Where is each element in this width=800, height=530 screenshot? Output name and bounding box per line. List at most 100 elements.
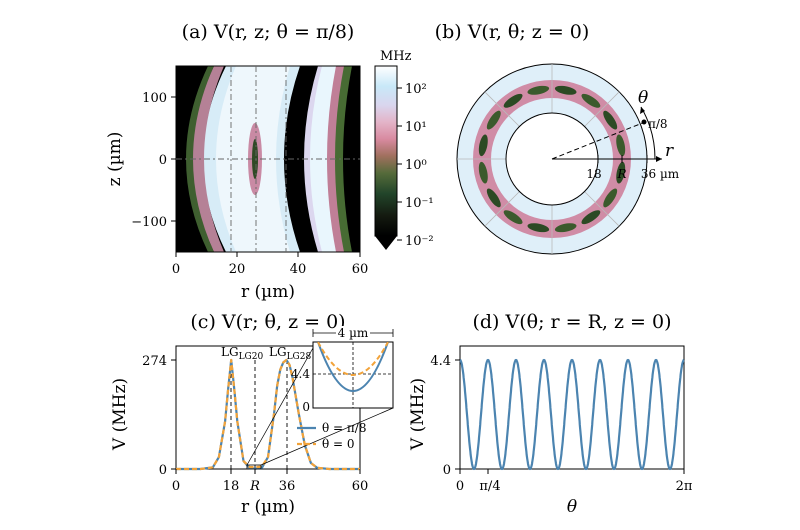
inset-ytick-1: 4.4: [291, 367, 310, 381]
inset-width-label-bg: [336, 326, 370, 339]
panel-a-xtick-3: 60: [352, 262, 369, 277]
heatmap-a: [176, 66, 360, 252]
inset-width-label: 4 µm: [338, 326, 369, 340]
panel-c-xtick-4: 60: [352, 479, 369, 494]
panel-d-ytick-1: 4.4: [430, 354, 451, 369]
ring-lobe: [478, 161, 488, 184]
ring-spoke: [584, 191, 620, 227]
colorbar-tick-4: 10²: [405, 82, 427, 97]
ring-label-36: 36 µm: [641, 167, 680, 181]
colorbar-tick-0: 10⁻²: [405, 234, 434, 249]
panel-d: (d) V(θ; r = R, z = 0) 0 π/4 2π 0 4.4 θ …: [408, 311, 693, 517]
panel-c-ytick-0: 0: [159, 463, 167, 478]
panel-d-ytick-0: 0: [443, 463, 451, 478]
panel-c-xtick-1: 18: [223, 479, 240, 494]
ring-lobe: [503, 93, 523, 108]
ring-spoke: [484, 191, 520, 227]
peak-label-lg20: LGLG20: [221, 345, 263, 362]
ring-lobe: [603, 110, 618, 130]
series-angular-modulation: [459, 358, 685, 471]
heatmap-a-outer-edge-green: [335, 66, 352, 252]
panel-d-xtick-1: π/4: [479, 479, 500, 494]
ring-label-R: R: [616, 167, 626, 181]
ring-lobe: [503, 210, 523, 225]
ring-lobe: [478, 134, 488, 157]
series-theta-0: [176, 358, 360, 471]
ring-spokes: [457, 64, 647, 254]
panel-c-xlabel: r (µm): [241, 497, 295, 517]
theta-value-label: π/8: [648, 117, 668, 131]
panel-c: (c) V(r; θ, z = 0) LGLG20 LGLG28 4 µm: [110, 311, 394, 517]
panel-d-xtick-0: 0: [456, 479, 464, 494]
inset-ytick-0: 0: [302, 400, 310, 414]
panel-c-xtick-3: 36: [279, 479, 296, 494]
panel-d-ylabel: V (MHz): [408, 378, 428, 451]
ring-lobe: [581, 93, 601, 108]
ring-lobe: [554, 85, 577, 95]
panel-c-xtick-0: 0: [172, 479, 180, 494]
ring-label-18: 18: [586, 167, 601, 181]
colorbar: MHz 10⁻² 10⁻¹ 10⁰ 10¹ 10²: [374, 49, 434, 250]
ring-spoke: [484, 91, 520, 127]
panel-d-frame: [459, 345, 685, 470]
ring-lobe: [527, 223, 550, 233]
panel-c-series: [176, 358, 360, 471]
inset-zoom-box: [246, 464, 262, 470]
ring-lobes: [478, 85, 626, 233]
panel-a: (a) V(r, z; θ = π/8) 0: [105, 21, 434, 302]
colorbar-label: MHz: [380, 49, 412, 64]
theta-ray: [551, 121, 646, 160]
colorbar-extend-arrow: [375, 236, 397, 250]
panel-d-series: [459, 358, 685, 471]
panel-d-xlabel: θ: [567, 497, 577, 517]
inset-curve-theta-pi8: [317, 342, 389, 392]
ring-lobe: [616, 134, 626, 157]
heatmap-a-inner-edge-pink: [192, 66, 224, 252]
ring-spoke: [584, 91, 620, 127]
ring-lobe: [616, 161, 626, 184]
r-axis-arrow: [656, 156, 662, 162]
legend-label-theta-pi8: θ = π/8: [322, 421, 366, 435]
peak-label-lg28: LGLG28: [269, 345, 311, 362]
inset: 4 µm 0 4.4: [291, 326, 394, 414]
panel-a-ticks: [171, 96, 361, 257]
r-axis-label: r: [665, 141, 674, 161]
ring-lobe: [554, 223, 577, 233]
ring-lobe: [486, 110, 501, 130]
panel-b-title: (b) V(r, θ; z = 0): [435, 21, 590, 43]
theta-arc-arrow: [640, 107, 645, 114]
panel-a-xtick-2: 40: [290, 262, 307, 277]
panel-c-ytick-1: 274: [142, 354, 167, 369]
panel-a-ytick-2: 100: [142, 91, 167, 106]
panel-a-xtick-1: 20: [229, 262, 246, 277]
panel-c-title: (c) V(r; θ, z = 0): [190, 311, 345, 333]
ring-lobe: [527, 85, 550, 95]
heatmap-a-outer-core: [310, 66, 338, 252]
colorbar-tick-2: 10⁰: [405, 158, 427, 173]
legend-label-theta-0: θ = 0: [322, 437, 355, 451]
panel-a-xtick-0: 0: [172, 262, 180, 277]
panel-c-xtick-2: R: [249, 479, 260, 494]
panel-a-ylabel: z (µm): [105, 132, 125, 187]
panel-b: (b) V(r, θ; z = 0) 18 R 36 µm r θ π/8: [435, 21, 680, 255]
panel-a-title: (a) V(r, z; θ = π/8): [182, 21, 355, 43]
theta-axis-label: θ: [638, 88, 648, 108]
panel-d-xtick-2: 2π: [676, 479, 693, 494]
panel-d-title: (d) V(θ; r = R, z = 0): [472, 311, 671, 333]
panel-a-ytick-1: 0: [159, 153, 167, 168]
colorbar-tick-1: 10⁻¹: [405, 196, 434, 211]
inset-connector-right: [260, 407, 394, 466]
ring-lobe: [603, 188, 618, 208]
ring-lobe: [581, 210, 601, 225]
heatmap-a-inner-edge-green: [186, 66, 214, 252]
ring-lobe: [486, 188, 501, 208]
panel-c-ylabel: V (MHz): [110, 378, 130, 451]
colorbar-strip: [374, 65, 398, 237]
inset-connector-left: [246, 347, 314, 466]
theta-ray-point: [641, 119, 647, 125]
colorbar-tick-3: 10¹: [405, 120, 427, 135]
inset-curve-theta-0: [317, 342, 389, 376]
panel-a-xlabel: r (µm): [241, 282, 295, 302]
panel-c-legend: θ = π/8 θ = 0: [297, 421, 366, 451]
